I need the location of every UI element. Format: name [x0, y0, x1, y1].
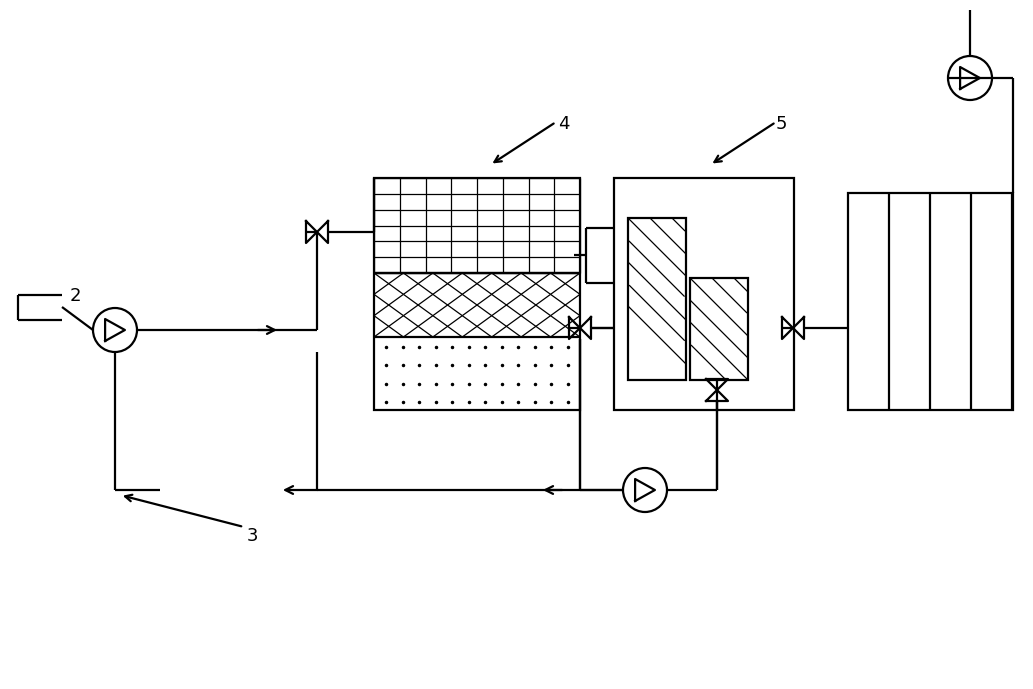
Bar: [614, 178, 794, 410]
Bar: [848, 193, 1013, 410]
Bar: [628, 218, 686, 380]
Bar: [690, 278, 748, 380]
Text: 2: 2: [70, 287, 82, 305]
Text: 4: 4: [558, 115, 569, 133]
Bar: [374, 178, 580, 410]
Text: 3: 3: [247, 527, 258, 545]
Text: 5: 5: [776, 115, 787, 133]
Bar: [628, 218, 686, 380]
